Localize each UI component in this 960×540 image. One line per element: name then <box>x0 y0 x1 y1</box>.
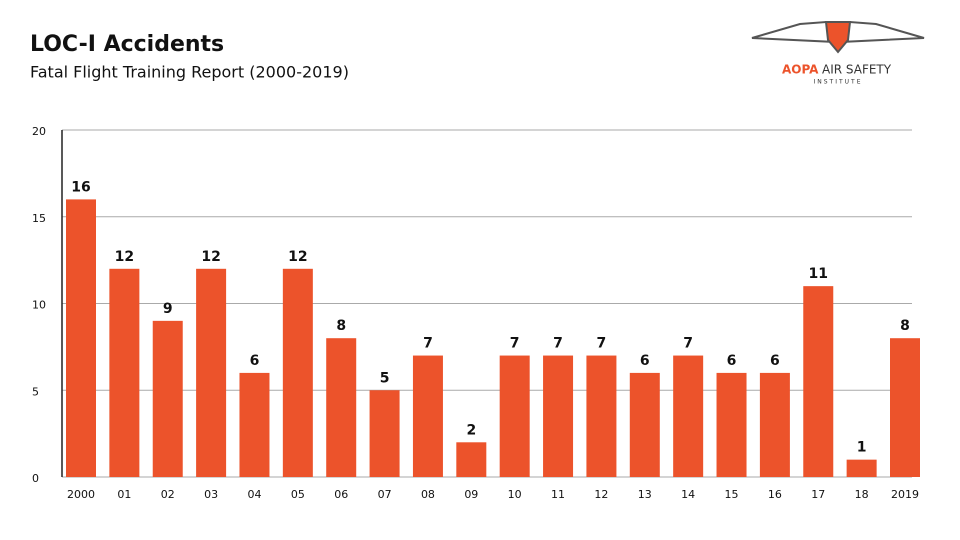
value-label: 5 <box>380 370 390 386</box>
x-tick-label: 06 <box>334 488 348 501</box>
x-tick-label: 05 <box>291 488 305 501</box>
bar <box>543 355 574 477</box>
x-tick-label: 18 <box>855 488 869 501</box>
bar <box>109 268 140 477</box>
bar <box>66 199 96 477</box>
value-label: 8 <box>336 318 346 334</box>
x-tick-label: 08 <box>421 488 435 501</box>
bar <box>282 268 313 477</box>
x-tick-label: 12 <box>594 488 608 501</box>
x-tick-label: 14 <box>681 488 695 501</box>
bar <box>412 355 443 477</box>
value-label: 12 <box>288 249 307 265</box>
y-tick-label: 20 <box>32 125 46 138</box>
value-label: 16 <box>71 179 90 195</box>
logo: AOPA AIR SAFETY INSTITUTE <box>751 20 925 86</box>
y-tick-label: 0 <box>32 472 39 485</box>
value-label: 7 <box>510 336 520 352</box>
bar <box>369 390 400 477</box>
bar <box>196 268 227 477</box>
chart-title: LOC-I Accidents <box>30 32 224 57</box>
value-label: 6 <box>640 353 650 369</box>
value-label: 7 <box>683 336 693 352</box>
x-tick-label: 15 <box>725 488 739 501</box>
chart-subtitle: Fatal Flight Training Report (2000-2019) <box>30 63 349 82</box>
value-label: 6 <box>250 353 260 369</box>
value-label: 7 <box>553 336 563 352</box>
x-tick-label: 2019 <box>891 488 919 501</box>
x-tick-label: 17 <box>811 488 825 501</box>
x-tick-label: 2000 <box>67 488 95 501</box>
bar <box>326 338 357 477</box>
logo-sub: INSTITUTE <box>813 79 862 86</box>
value-label: 7 <box>423 336 433 352</box>
bar <box>456 442 487 477</box>
value-label: 6 <box>770 353 780 369</box>
x-tick-label: 04 <box>247 488 261 501</box>
x-tick-label: 03 <box>204 488 218 501</box>
logo-name: AIR SAFETY <box>822 63 892 77</box>
bar <box>152 320 183 477</box>
value-label: 1 <box>857 440 867 456</box>
value-label: 2 <box>466 422 476 438</box>
bar <box>499 355 530 477</box>
x-tick-label: 10 <box>508 488 522 501</box>
x-tick-label: 07 <box>378 488 392 501</box>
bar <box>673 355 704 477</box>
bar <box>716 372 747 477</box>
x-tick-label: 13 <box>638 488 652 501</box>
bar <box>890 338 920 477</box>
value-label: 8 <box>900 318 910 334</box>
value-label: 11 <box>809 266 828 282</box>
bar <box>803 286 834 477</box>
logo-brand: AOPA <box>782 63 819 77</box>
bar <box>586 355 617 477</box>
value-label: 12 <box>201 249 220 265</box>
x-tick-label: 11 <box>551 488 565 501</box>
bar <box>629 372 660 477</box>
value-label: 7 <box>597 336 607 352</box>
bar <box>239 372 270 477</box>
logo-shield <box>824 21 852 54</box>
bar <box>846 459 877 477</box>
x-tick-label: 01 <box>117 488 131 501</box>
value-label: 6 <box>727 353 737 369</box>
x-tick-label: 02 <box>161 488 175 501</box>
value-label: 9 <box>163 301 173 317</box>
y-tick-label: 10 <box>32 299 46 312</box>
y-tick-label: 5 <box>32 385 39 398</box>
x-tick-label: 09 <box>464 488 478 501</box>
x-tick-label: 16 <box>768 488 782 501</box>
bar <box>759 372 790 477</box>
y-tick-label: 15 <box>32 212 46 225</box>
value-label: 12 <box>115 249 134 265</box>
